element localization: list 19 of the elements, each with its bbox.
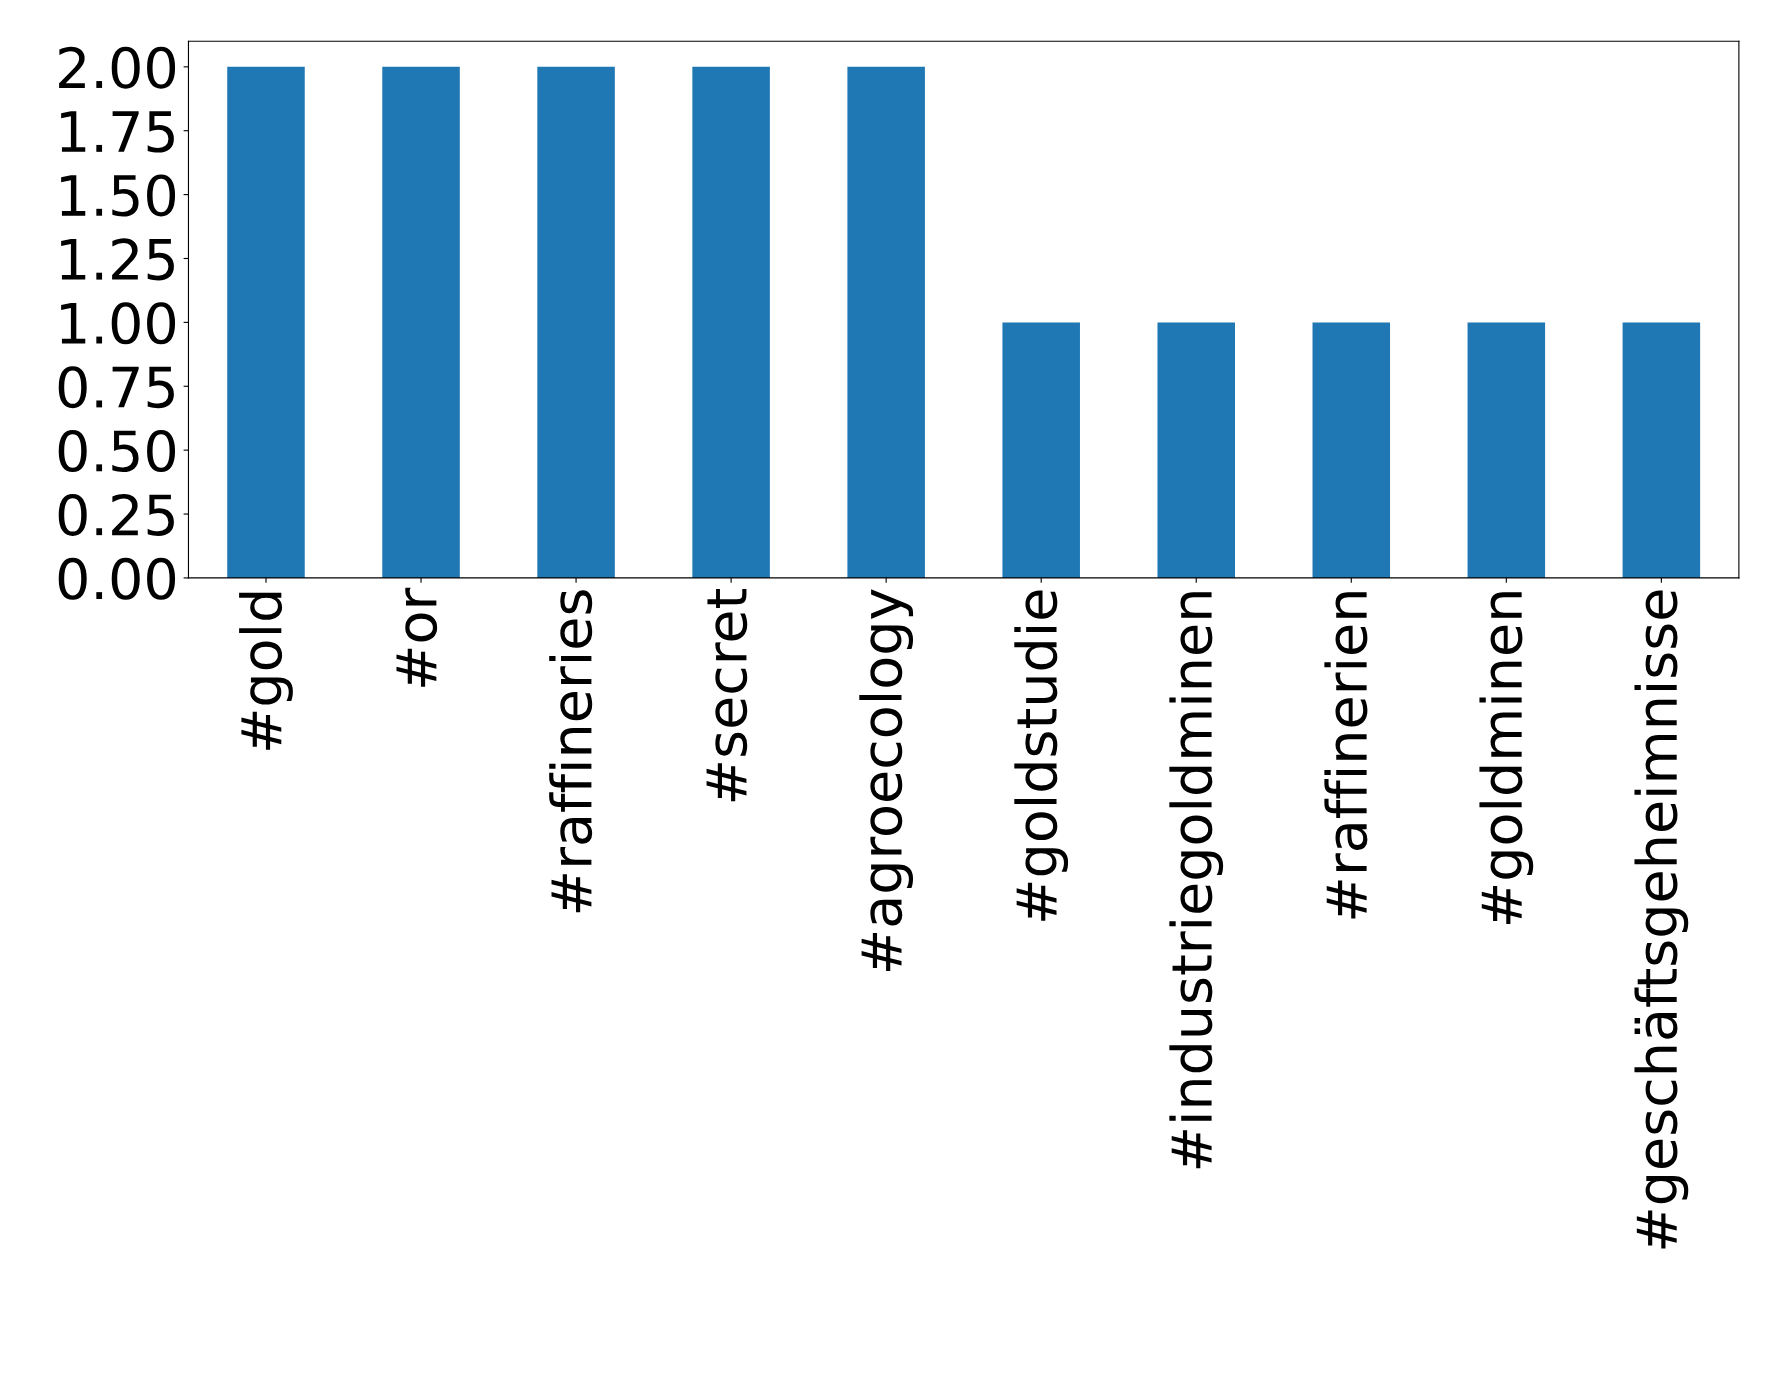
y-tick-label: 1.00 [61, 302, 176, 345]
x-tick-label: #industriegoldminen [1169, 592, 1224, 1169]
y-tick-label: 2.00 [59, 46, 176, 89]
y-tick-label: 0.25 [58, 493, 174, 536]
y-tick-label: 1.50 [61, 174, 176, 217]
x-tick-label: #gold [239, 592, 293, 750]
x-tick-label: #raffinerien [1324, 592, 1368, 919]
x-tick-label: #agroecology [859, 589, 914, 972]
x-tick-label: #or [396, 587, 438, 687]
x-tick-label: #geschäftsgeheimnisse [1634, 590, 1689, 1249]
x-tick-label: #goldstudie [1014, 590, 1069, 921]
y-tick-label: 1.25 [61, 238, 174, 281]
y-tick-label: 0.75 [58, 366, 174, 409]
x-tick-label: #raffineries [549, 590, 593, 913]
y-tick-label: 1.75 [61, 111, 174, 153]
y-tick-label: 0.50 [58, 430, 176, 473]
y-tick-label: 0.00 [58, 557, 176, 600]
x-tick-label: #secret [706, 588, 748, 802]
x-tick-label: #goldminen [1479, 592, 1534, 925]
